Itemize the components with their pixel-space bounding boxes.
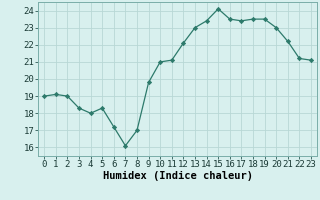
X-axis label: Humidex (Indice chaleur): Humidex (Indice chaleur): [103, 171, 252, 181]
